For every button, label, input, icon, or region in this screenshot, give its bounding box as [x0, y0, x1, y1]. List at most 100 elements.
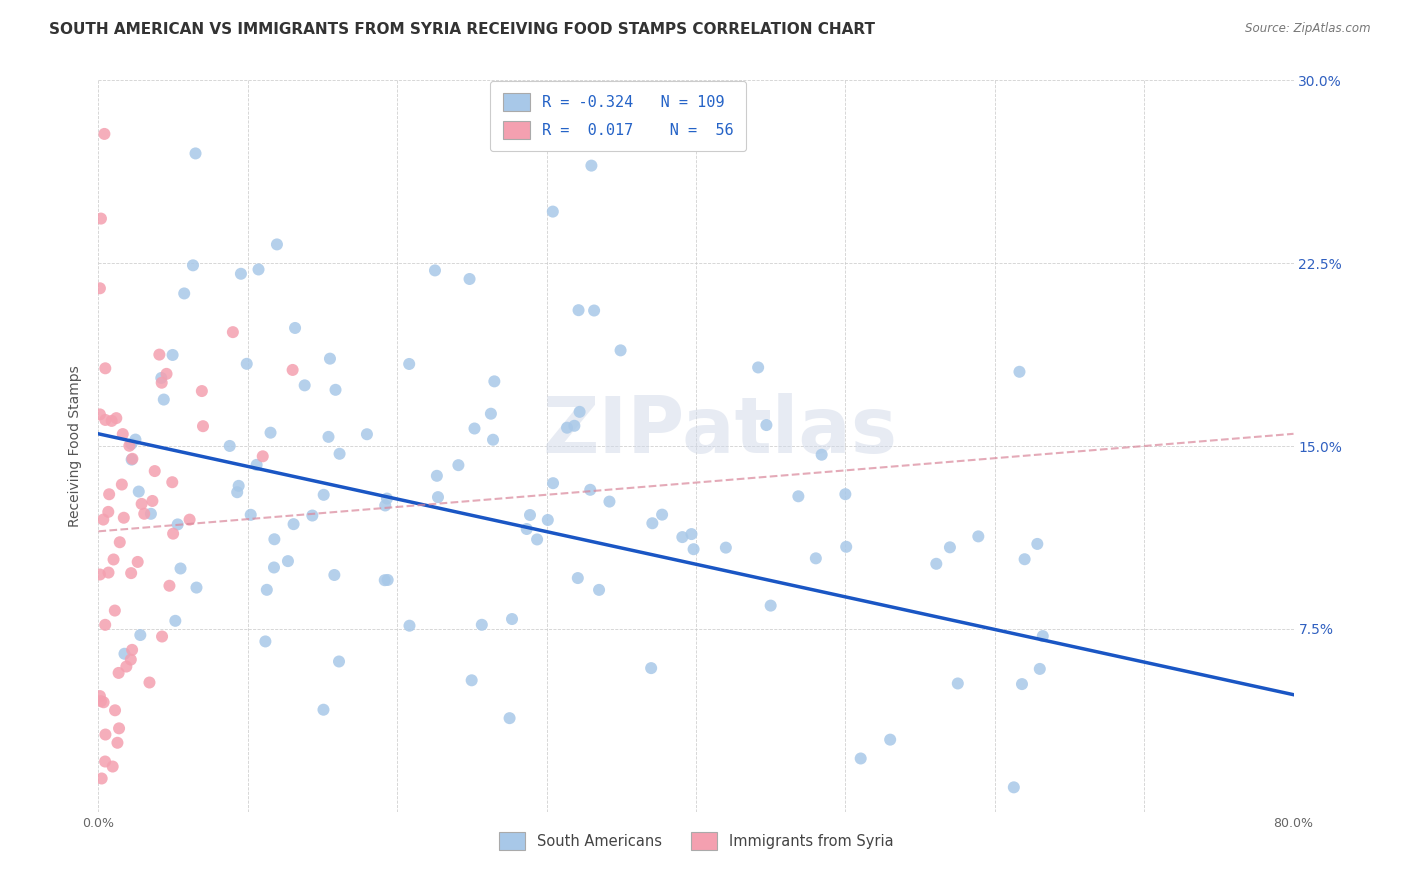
Point: [191, 419, 214, 434]
Point: [555, 420, 578, 434]
Point: [318, 430, 340, 444]
Point: [229, 267, 252, 281]
Point: [222, 325, 245, 339]
Point: [519, 508, 541, 522]
Point: [609, 343, 631, 358]
Point: [90, 694, 112, 708]
Legend: South Americans, Immigrants from Syria: South Americans, Immigrants from Syria: [494, 826, 898, 855]
Point: [90, 211, 112, 226]
Point: [239, 508, 262, 522]
Point: [294, 378, 316, 392]
Point: [598, 494, 620, 508]
Point: [879, 732, 901, 747]
Point: [925, 557, 948, 571]
Point: [281, 363, 304, 377]
Point: [127, 555, 149, 569]
Point: [124, 433, 146, 447]
Point: [516, 522, 538, 536]
Point: [319, 351, 342, 366]
Point: [325, 383, 347, 397]
Text: Source: ZipAtlas.com: Source: ZipAtlas.com: [1246, 22, 1371, 36]
Point: [375, 491, 398, 506]
Point: [166, 517, 188, 532]
Point: [104, 703, 127, 717]
Point: [173, 286, 195, 301]
Point: [671, 530, 693, 544]
Point: [398, 618, 420, 632]
Point: [427, 490, 450, 504]
Point: [226, 485, 249, 500]
Point: [152, 392, 174, 407]
Point: [482, 433, 505, 447]
Point: [93, 127, 115, 141]
Point: [254, 634, 277, 648]
Point: [120, 437, 142, 451]
Point: [567, 303, 589, 318]
Point: [162, 348, 184, 362]
Point: [150, 371, 173, 385]
Point: [1008, 365, 1031, 379]
Point: [501, 612, 523, 626]
Point: [91, 512, 114, 526]
Point: [155, 367, 177, 381]
Point: [804, 551, 827, 566]
Text: ZIPatlas: ZIPatlas: [543, 393, 897, 469]
Point: [252, 450, 274, 464]
Point: [139, 507, 162, 521]
Point: [150, 376, 173, 390]
Point: [1002, 780, 1025, 795]
Point: [588, 582, 610, 597]
Point: [374, 573, 396, 587]
Point: [121, 451, 143, 466]
Point: [284, 321, 307, 335]
Point: [1029, 662, 1052, 676]
Point: [138, 675, 160, 690]
Point: [277, 554, 299, 568]
Point: [498, 711, 520, 725]
Point: [115, 659, 138, 673]
Point: [90, 772, 112, 786]
Point: [218, 439, 240, 453]
Point: [150, 630, 173, 644]
Point: [108, 535, 131, 549]
Point: [112, 510, 135, 524]
Point: [283, 517, 305, 532]
Point: [641, 516, 664, 531]
Point: [93, 695, 115, 709]
Point: [323, 568, 346, 582]
Point: [235, 357, 257, 371]
Point: [967, 529, 990, 543]
Point: [186, 581, 208, 595]
Point: [541, 476, 564, 491]
Point: [89, 567, 111, 582]
Point: [541, 204, 564, 219]
Point: [247, 262, 270, 277]
Point: [94, 413, 117, 427]
Point: [228, 479, 250, 493]
Point: [759, 599, 782, 613]
Point: [94, 361, 117, 376]
Point: [939, 541, 962, 555]
Point: [128, 484, 150, 499]
Point: [312, 488, 335, 502]
Point: [101, 759, 124, 773]
Point: [191, 384, 214, 398]
Point: [121, 452, 143, 467]
Point: [111, 427, 134, 442]
Point: [810, 448, 832, 462]
Point: [97, 505, 120, 519]
Point: [89, 408, 111, 422]
Point: [89, 281, 111, 295]
Point: [131, 497, 153, 511]
Point: [567, 571, 589, 585]
Point: [479, 407, 502, 421]
Point: [121, 643, 143, 657]
Point: [329, 447, 352, 461]
Point: [266, 237, 288, 252]
Point: [377, 573, 399, 587]
Point: [471, 617, 494, 632]
Point: [463, 421, 485, 435]
Point: [263, 533, 285, 547]
Point: [120, 652, 142, 666]
Point: [98, 487, 121, 501]
